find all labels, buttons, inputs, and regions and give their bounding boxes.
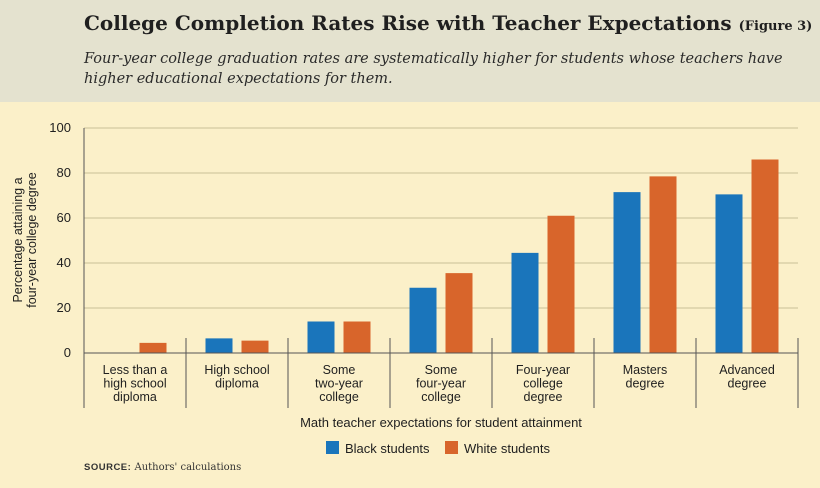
- legend-label-black-students: Black students: [345, 441, 430, 456]
- x-category-label: Four-year college degree: [516, 363, 570, 404]
- legend-label-white-students: White students: [464, 441, 550, 456]
- bar-white-students: [343, 321, 371, 353]
- x-category-label: Masters degree: [623, 363, 667, 391]
- x-category-label: Less than a high school diploma: [103, 363, 168, 404]
- source-note: SOURCE: Authors' calculations: [84, 462, 241, 473]
- legend-swatch-white-students: [445, 441, 458, 454]
- x-category-label: Some four-year college: [416, 363, 466, 404]
- x-category-label: High school diploma: [204, 363, 269, 391]
- source-label: SOURCE:: [84, 462, 132, 473]
- figure-label: (Figure 3): [738, 19, 813, 34]
- bar-white-students: [139, 342, 167, 353]
- y-tick-label: 80: [57, 165, 71, 180]
- bar-white-students: [445, 273, 473, 353]
- x-axis-title: Math teacher expectations for student at…: [300, 415, 582, 430]
- chart-header: College Completion Rates Rise with Teach…: [0, 0, 820, 102]
- source-text: Authors' calculations: [134, 462, 242, 473]
- y-tick-label: 100: [49, 120, 71, 135]
- y-tick-label: 60: [57, 210, 71, 225]
- chart-title: College Completion Rates Rise with Teach…: [84, 11, 813, 35]
- bar-white-students: [649, 176, 677, 353]
- bar-black-students: [715, 194, 743, 353]
- y-tick-label: 20: [57, 300, 71, 315]
- y-axis-title: Percentage attaining afour-year college …: [11, 172, 39, 308]
- bar-black-students: [511, 252, 539, 353]
- bar-black-students: [307, 321, 335, 353]
- legend-swatch-black-students: [326, 441, 339, 454]
- y-tick-label: 40: [57, 255, 71, 270]
- bar-white-students: [241, 340, 269, 353]
- bar-black-students: [205, 338, 233, 353]
- bar-black-students: [409, 287, 437, 353]
- x-category-label: Advanced degree: [719, 363, 775, 391]
- chart-subtitle: Four-year college graduation rates are s…: [84, 51, 783, 87]
- bar-white-students: [751, 159, 779, 353]
- bar-black-students: [613, 192, 641, 353]
- bar-chart: 0 20 40 60 80 100 Less than a high school diplom…: [11, 120, 799, 456]
- y-tick-label: 0: [64, 345, 71, 360]
- x-category-label: Some two-year college: [315, 363, 363, 404]
- bar-white-students: [547, 215, 575, 353]
